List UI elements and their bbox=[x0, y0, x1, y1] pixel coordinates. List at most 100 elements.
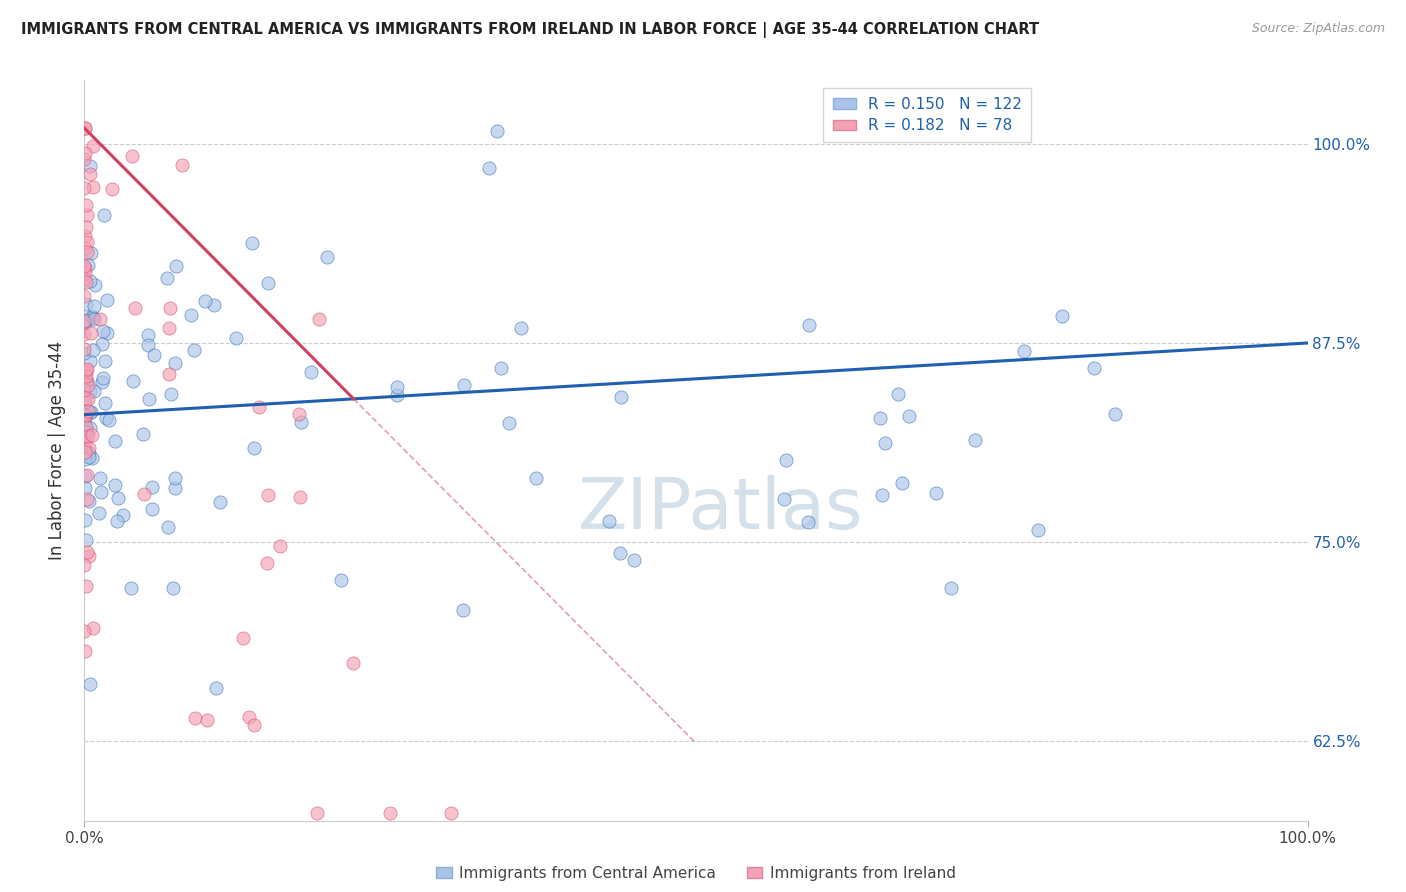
Point bbox=[83, 384, 105, 398]
Point bbox=[166, 259, 188, 273]
Point bbox=[76, 545, 98, 559]
Point bbox=[453, 377, 475, 392]
Point bbox=[91, 375, 114, 389]
Point bbox=[963, 433, 986, 447]
Point bbox=[94, 353, 117, 368]
Point bbox=[141, 501, 163, 516]
Point bbox=[870, 488, 893, 502]
Point bbox=[290, 415, 312, 429]
Point bbox=[79, 275, 101, 289]
Point bbox=[91, 336, 114, 351]
Point bbox=[194, 293, 217, 308]
Point bbox=[288, 407, 311, 421]
Point bbox=[77, 450, 100, 464]
Point bbox=[79, 677, 101, 691]
Point bbox=[77, 258, 100, 272]
Point bbox=[83, 299, 105, 313]
Point bbox=[269, 539, 291, 553]
Point bbox=[138, 328, 160, 343]
Point bbox=[76, 375, 98, 389]
Point bbox=[79, 167, 101, 181]
Point bbox=[165, 356, 187, 370]
Point bbox=[73, 152, 96, 166]
Point bbox=[105, 514, 128, 528]
Point bbox=[111, 508, 134, 522]
Point bbox=[1050, 310, 1073, 324]
Point bbox=[73, 316, 96, 330]
Point bbox=[1014, 343, 1036, 358]
Point bbox=[73, 327, 96, 342]
Point bbox=[772, 492, 794, 507]
Point bbox=[76, 235, 98, 249]
Point bbox=[159, 301, 181, 316]
Point bbox=[797, 515, 820, 529]
Point bbox=[76, 420, 98, 434]
Point bbox=[79, 384, 101, 398]
Point bbox=[84, 277, 107, 292]
Point bbox=[163, 471, 186, 485]
Point bbox=[80, 245, 103, 260]
Text: IMMIGRANTS FROM CENTRAL AMERICA VS IMMIGRANTS FROM IRELAND IN LABOR FORCE | AGE : IMMIGRANTS FROM CENTRAL AMERICA VS IMMIG… bbox=[21, 22, 1039, 38]
Point bbox=[524, 471, 547, 485]
Point bbox=[204, 297, 226, 311]
Point bbox=[75, 408, 97, 422]
Point bbox=[180, 308, 202, 322]
Point bbox=[869, 410, 891, 425]
Point bbox=[240, 235, 263, 250]
Point bbox=[138, 338, 160, 352]
Point bbox=[94, 411, 117, 425]
Point bbox=[73, 436, 96, 450]
Point bbox=[76, 491, 98, 506]
Point bbox=[82, 139, 104, 153]
Point bbox=[90, 485, 112, 500]
Point bbox=[77, 445, 100, 459]
Point bbox=[82, 179, 104, 194]
Point bbox=[243, 441, 266, 455]
Point bbox=[195, 713, 218, 727]
Point bbox=[122, 374, 145, 388]
Point bbox=[486, 124, 509, 138]
Point bbox=[76, 468, 98, 483]
Y-axis label: In Labor Force | Age 35-44: In Labor Force | Age 35-44 bbox=[48, 341, 66, 560]
Point bbox=[103, 477, 125, 491]
Point bbox=[75, 411, 97, 425]
Point bbox=[491, 360, 513, 375]
Point bbox=[121, 149, 143, 163]
Point bbox=[451, 603, 474, 617]
Point bbox=[76, 208, 98, 222]
Point bbox=[104, 434, 127, 448]
Point bbox=[160, 386, 183, 401]
Point bbox=[73, 289, 96, 303]
Point bbox=[170, 159, 193, 173]
Point bbox=[875, 435, 897, 450]
Point bbox=[165, 481, 187, 495]
Point bbox=[232, 631, 254, 645]
Point bbox=[120, 582, 142, 596]
Point bbox=[96, 293, 118, 307]
Point bbox=[73, 342, 96, 356]
Point bbox=[183, 343, 205, 357]
Point bbox=[157, 368, 180, 382]
Point bbox=[73, 146, 96, 161]
Point bbox=[79, 421, 101, 435]
Point bbox=[82, 621, 104, 635]
Point bbox=[73, 408, 96, 422]
Point bbox=[73, 383, 96, 397]
Point bbox=[77, 392, 100, 406]
Point bbox=[75, 312, 97, 326]
Point bbox=[138, 392, 160, 406]
Point bbox=[75, 442, 97, 457]
Point bbox=[155, 271, 177, 285]
Point bbox=[73, 271, 96, 285]
Point bbox=[75, 377, 97, 392]
Point bbox=[76, 362, 98, 376]
Point bbox=[299, 365, 322, 379]
Point bbox=[498, 416, 520, 430]
Point bbox=[775, 453, 797, 467]
Point bbox=[598, 515, 620, 529]
Point bbox=[387, 388, 409, 402]
Point bbox=[73, 314, 96, 328]
Point bbox=[288, 490, 311, 504]
Point bbox=[79, 354, 101, 368]
Point bbox=[75, 533, 97, 548]
